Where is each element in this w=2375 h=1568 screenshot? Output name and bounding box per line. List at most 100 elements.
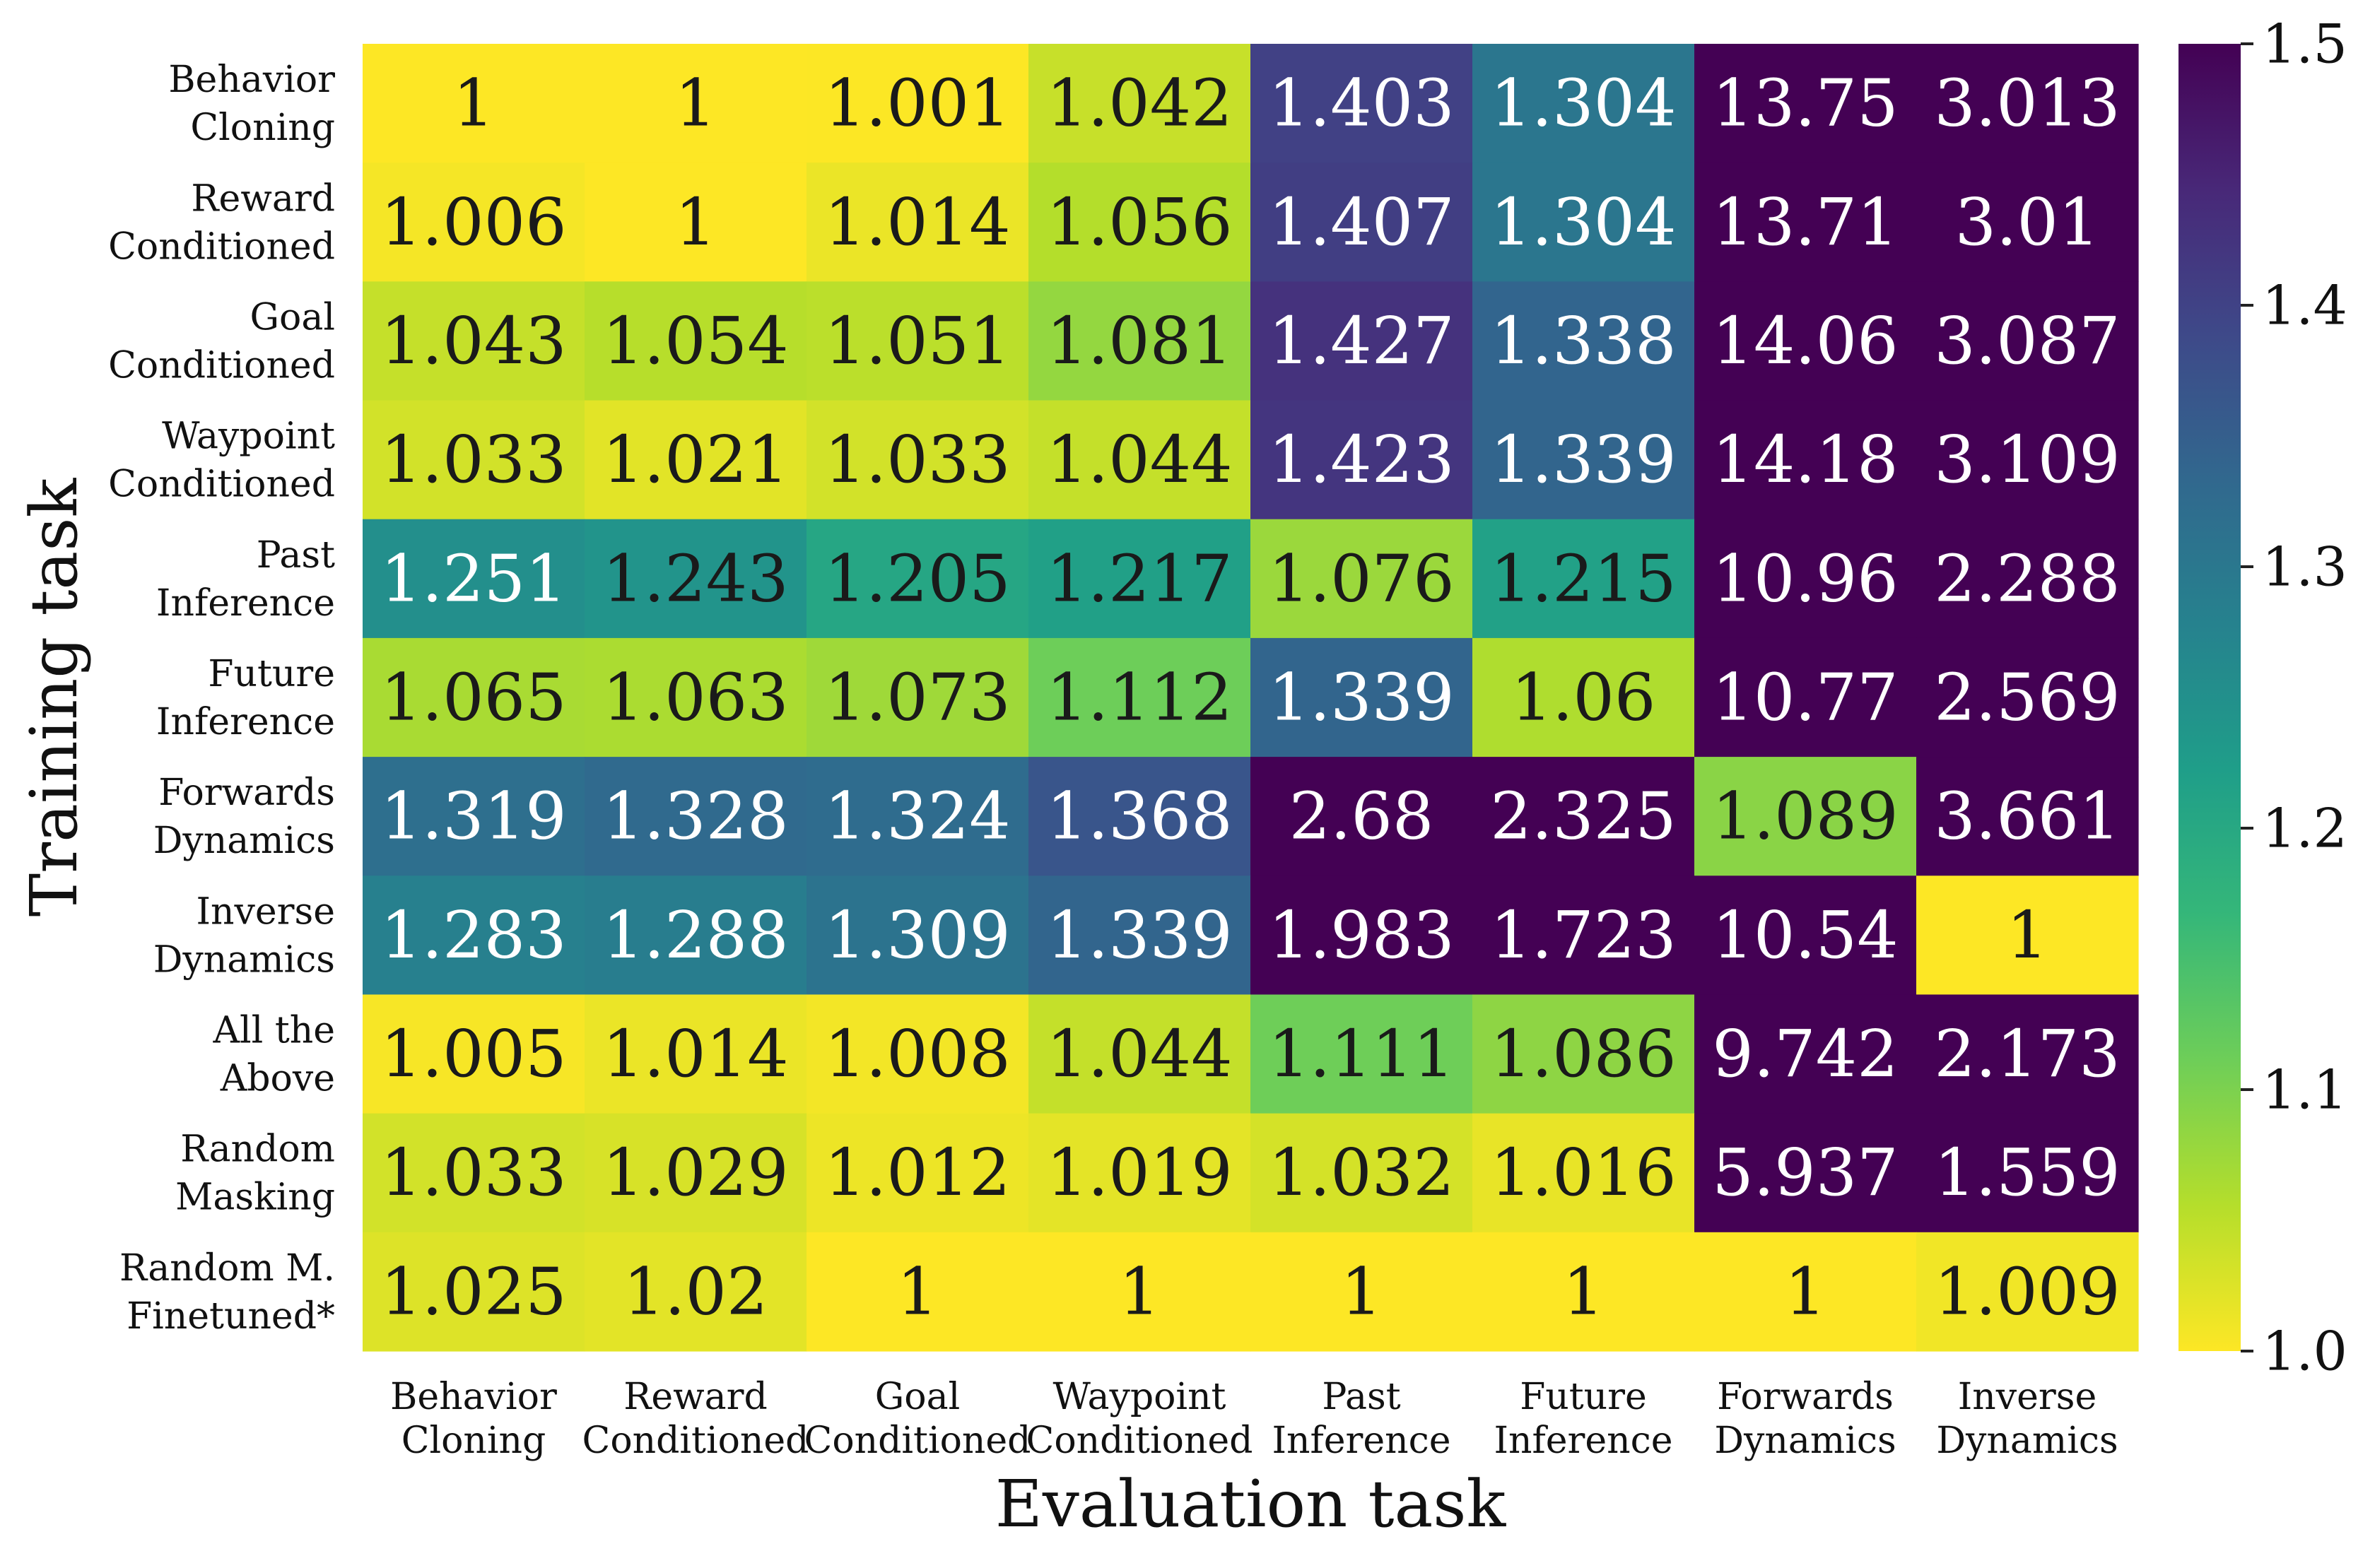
heatmap-cell xyxy=(363,400,585,520)
heatmap-cells: 1 1 1.001 1.042 1.403 1.304 13.75 3.013 1.006 1 1.… xyxy=(363,44,2139,1352)
row-label: Dynamics xyxy=(153,820,335,862)
column-label: Forwards xyxy=(1717,1376,1894,1418)
heatmap-cell xyxy=(1916,1232,2139,1352)
cell-value-label: 1.033 xyxy=(380,1135,566,1210)
heatmap-cell xyxy=(1028,519,1251,639)
colorbar xyxy=(2178,44,2241,1351)
row-label: Random xyxy=(180,1128,335,1171)
heatmap-cell xyxy=(585,281,807,401)
cell-value-label: 2.173 xyxy=(1934,1016,2120,1092)
heatmap-cell xyxy=(1028,281,1251,401)
cell-value-label: 1.324 xyxy=(824,779,1010,854)
heatmap-cell xyxy=(807,281,1029,401)
heatmap-cell xyxy=(363,757,585,876)
cell-value-label: 1.304 xyxy=(1490,66,1676,141)
heatmap-cell xyxy=(1028,1113,1251,1233)
heatmap-cell xyxy=(1694,400,1917,520)
row-label: Inference xyxy=(156,582,335,625)
cell-value-label: 1.06 xyxy=(1511,660,1656,736)
row-label: Cloning xyxy=(190,107,335,149)
cell-value-label: 2.325 xyxy=(1490,779,1676,854)
cell-value-label: 1.339 xyxy=(1490,422,1676,497)
x-axis-title: Evaluation task xyxy=(995,1466,1507,1542)
heatmap-cell xyxy=(807,1113,1029,1233)
cell-value-label: 13.71 xyxy=(1712,184,1898,260)
heatmap-cell xyxy=(1472,757,1695,876)
cell-value-label: 1.032 xyxy=(1268,1135,1454,1210)
cell-value-label: 3.01 xyxy=(1955,184,2100,260)
cell-value-label: 2.288 xyxy=(1934,541,2120,616)
y-axis-title: Training task xyxy=(16,478,92,917)
cell-value-label: 1.056 xyxy=(1046,184,1232,260)
heatmap-cell xyxy=(1916,637,2139,758)
cell-value-label: 1.427 xyxy=(1268,303,1454,379)
cell-value-label: 1.014 xyxy=(824,184,1010,260)
cell-value-label: 1 xyxy=(675,66,717,141)
column-label: Inference xyxy=(1272,1420,1450,1462)
heatmap-cell xyxy=(1694,1232,1917,1352)
cell-value-label: 3.109 xyxy=(1934,422,2120,497)
cell-value-label: 1.559 xyxy=(1934,1135,2120,1210)
column-label: Conditioned xyxy=(582,1420,809,1462)
column-label: Dynamics xyxy=(1936,1420,2118,1462)
row-label: Conditioned xyxy=(108,344,335,387)
heatmap-cell xyxy=(363,876,585,996)
column-label: Inference xyxy=(1494,1420,1672,1462)
row-label: Random M. xyxy=(119,1247,335,1290)
cell-value-label: 1.054 xyxy=(602,303,788,379)
cell-value-label: 1.328 xyxy=(602,779,788,854)
cell-value-label: 3.087 xyxy=(1934,303,2120,379)
cell-value-label: 1 xyxy=(1119,1254,1161,1329)
heatmap-cell xyxy=(1472,519,1695,639)
heatmap-cell xyxy=(1916,994,2139,1114)
row-label: Waypoint xyxy=(162,415,335,458)
cell-value-label: 14.06 xyxy=(1712,303,1898,379)
heatmap-cell xyxy=(1250,757,1473,876)
colorbar-tick-label: 1.5 xyxy=(2262,13,2347,76)
cell-value-label: 1.076 xyxy=(1268,541,1454,616)
cell-value-label: 1.339 xyxy=(1268,660,1454,736)
heatmap-cell xyxy=(1694,44,1917,163)
cell-value-label: 1.005 xyxy=(380,1016,566,1092)
cell-value-label: 1.073 xyxy=(824,660,1010,736)
heatmap-cell xyxy=(1472,1113,1695,1233)
heatmap-cell xyxy=(363,994,585,1114)
cell-value-label: 1.029 xyxy=(602,1135,788,1210)
cell-value-label: 1.243 xyxy=(602,541,788,616)
heatmap-cell xyxy=(1028,637,1251,758)
cell-value-label: 14.18 xyxy=(1712,422,1898,497)
cell-value-label: 1.403 xyxy=(1268,66,1454,141)
cell-value-label: 1.205 xyxy=(824,541,1010,616)
heatmap-cell xyxy=(1916,519,2139,639)
heatmap-cell xyxy=(363,1232,585,1352)
heatmap-cell xyxy=(1916,44,2139,163)
heatmap-cell xyxy=(807,519,1029,639)
row-label: Goal xyxy=(250,296,335,338)
column-label: Goal xyxy=(875,1376,960,1418)
cell-value-label: 1.339 xyxy=(1046,897,1232,973)
cell-value-label: 5.937 xyxy=(1712,1135,1898,1210)
cell-value-label: 3.661 xyxy=(1934,779,2120,854)
row-label: Behavior xyxy=(168,59,335,101)
column-label: Future xyxy=(1520,1376,1647,1418)
cell-value-label: 1 xyxy=(1563,1254,1605,1329)
cell-value-label: 1.319 xyxy=(380,779,566,854)
column-label: Conditioned xyxy=(804,1420,1031,1462)
row-label: Conditioned xyxy=(108,464,335,506)
row-label: Past xyxy=(257,534,335,577)
heatmap-cell xyxy=(807,1232,1029,1352)
cell-value-label: 1.081 xyxy=(1046,303,1232,379)
heatmap-cell xyxy=(1916,163,2139,282)
heatmap-cell xyxy=(1250,400,1473,520)
column-label: Dynamics xyxy=(1714,1420,1896,1462)
heatmap-cell xyxy=(1250,163,1473,282)
heatmap-cell xyxy=(807,637,1029,758)
cell-value-label: 1.012 xyxy=(824,1135,1010,1210)
row-label: Above xyxy=(220,1058,335,1100)
heatmap-cell xyxy=(1028,44,1251,163)
cell-value-label: 1.215 xyxy=(1490,541,1676,616)
heatmap-cell xyxy=(1916,757,2139,876)
cell-value-label: 1.006 xyxy=(380,184,566,260)
cell-value-label: 1 xyxy=(2007,897,2048,973)
colorbar-ticks: 1.0 1.1 1.2 1.3 1.4 1.5 xyxy=(2241,13,2347,1383)
